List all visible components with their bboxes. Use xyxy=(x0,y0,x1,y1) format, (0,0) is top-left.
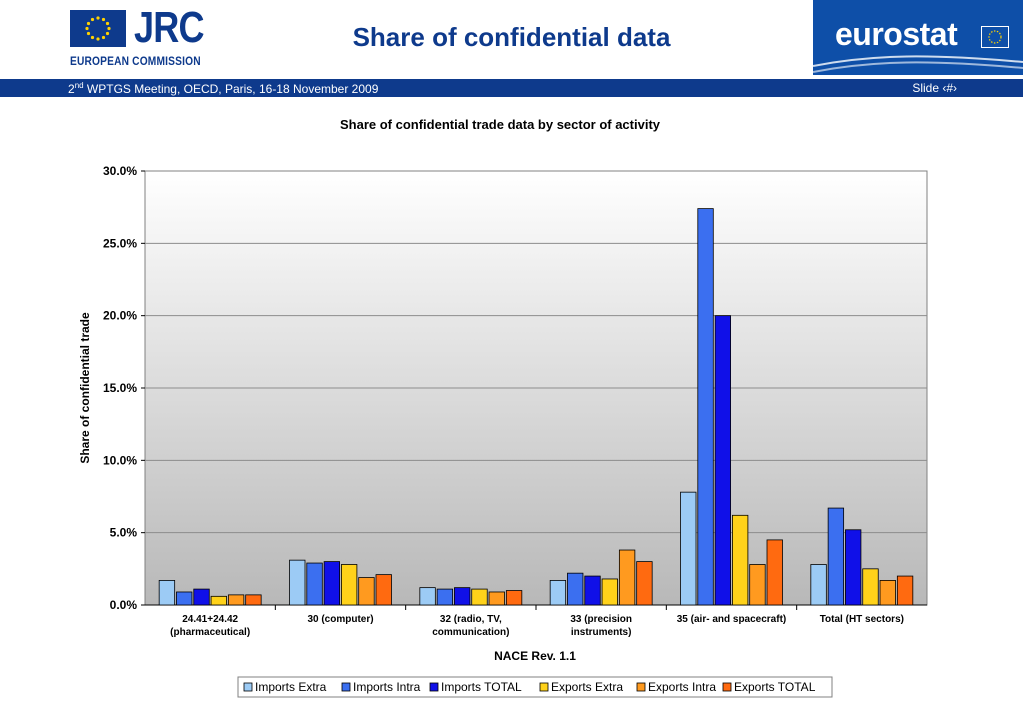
legend-label: Imports TOTAL xyxy=(441,680,522,694)
x-tick-label: (pharmaceutical) xyxy=(170,627,250,638)
bar xyxy=(306,562,323,606)
meeting-ordinal-suffix: nd xyxy=(74,81,84,90)
eu-flag-icon xyxy=(70,10,126,47)
bar xyxy=(436,588,454,606)
y-tick-label: 10.0% xyxy=(103,453,137,467)
bar xyxy=(227,594,245,606)
bar xyxy=(158,580,176,606)
x-tick-label: 24.41+24.42 xyxy=(182,614,238,625)
bar xyxy=(697,208,714,606)
european-commission-label: EUROPEAN COMMISSION xyxy=(70,54,201,68)
bar xyxy=(618,549,636,606)
y-tick-label: 15.0% xyxy=(103,381,137,395)
meeting-ordinal: 2 xyxy=(68,82,75,96)
bar xyxy=(471,588,488,606)
y-tick-label: 0.0% xyxy=(110,598,138,612)
y-tick-label: 30.0% xyxy=(103,164,137,178)
bar xyxy=(601,578,618,606)
bar xyxy=(358,577,375,606)
x-tick-label: 33 (precision xyxy=(570,614,632,625)
bar xyxy=(584,575,601,606)
legend-label: Exports Extra xyxy=(551,680,623,694)
eurostat-logo-text: eurostat xyxy=(835,16,958,52)
bar xyxy=(732,514,749,606)
slide-number: Slide ‹#› xyxy=(912,81,957,95)
legend-swatch xyxy=(429,682,439,692)
legend-swatch xyxy=(722,682,732,692)
bar xyxy=(245,594,262,606)
page-title: Share of confidential data xyxy=(352,22,671,52)
legend-swatch xyxy=(636,682,646,692)
bar xyxy=(862,568,879,606)
eurostat-eu-flag-icon xyxy=(981,26,1009,48)
y-tick-label: 25.0% xyxy=(103,236,137,250)
x-tick-label: Total (HT sectors) xyxy=(820,614,904,625)
bar xyxy=(749,564,766,606)
x-tick-label: 32 (radio, TV, xyxy=(440,614,502,625)
y-tick-label: 20.0% xyxy=(103,309,137,323)
bar xyxy=(323,561,341,606)
x-tick-label: 30 (computer) xyxy=(307,614,373,625)
bar xyxy=(549,580,567,606)
bar xyxy=(176,591,193,606)
confidential-trade-chart: Share of confidential trade data by sect… xyxy=(78,117,928,698)
bar xyxy=(896,575,914,606)
bar xyxy=(488,591,505,606)
chart-title: Share of confidential trade data by sect… xyxy=(340,117,661,132)
bar xyxy=(827,507,845,606)
bar xyxy=(454,587,471,606)
bar xyxy=(845,529,862,606)
bar xyxy=(193,588,210,606)
bar xyxy=(879,580,896,606)
legend-label: Exports TOTAL xyxy=(734,680,816,694)
bar xyxy=(419,587,436,606)
legend xyxy=(237,676,833,698)
meeting-band: 2nd WPTGS Meeting, OECD, Paris, 16-18 No… xyxy=(0,79,1023,97)
x-axis-title: NACE Rev. 1.1 xyxy=(494,649,576,663)
jrc-logo-text: JRC xyxy=(134,3,205,52)
legend-swatch xyxy=(341,682,351,692)
x-tick-label: instruments) xyxy=(571,627,632,638)
x-tick-label: communication) xyxy=(432,627,509,638)
meeting-text: WPTGS Meeting, OECD, Paris, 16-18 Novemb… xyxy=(83,82,379,96)
y-axis-title: Share of confidential trade xyxy=(78,312,92,464)
legend-swatch xyxy=(539,682,549,692)
bar xyxy=(636,561,653,606)
bar xyxy=(567,572,584,606)
bar xyxy=(714,315,731,606)
y-tick-label: 5.0% xyxy=(110,526,138,540)
legend-label: Exports Intra xyxy=(648,680,716,694)
bar xyxy=(289,559,306,606)
bar xyxy=(340,564,358,606)
bar xyxy=(680,491,697,606)
eurostat-swoosh-icon xyxy=(813,55,1023,73)
bar xyxy=(210,595,227,606)
bar xyxy=(375,574,392,606)
bar xyxy=(505,590,523,606)
eurostat-logo: eurostat xyxy=(813,0,1023,75)
legend-swatch xyxy=(243,682,253,692)
legend-label: Imports Extra xyxy=(255,680,327,694)
slide-header: JRC EUROPEAN COMMISSION Share of confide… xyxy=(0,0,1023,78)
bar xyxy=(766,539,783,606)
bar xyxy=(810,564,827,606)
x-tick-label: 35 (air- and spacecraft) xyxy=(677,614,787,625)
meeting-info: 2nd WPTGS Meeting, OECD, Paris, 16-18 No… xyxy=(68,81,378,96)
legend-label: Imports Intra xyxy=(353,680,421,694)
